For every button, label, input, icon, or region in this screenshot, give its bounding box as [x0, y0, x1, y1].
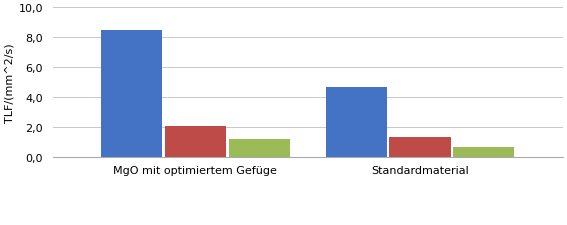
Bar	[229, 140, 290, 158]
Bar	[453, 148, 514, 158]
Bar	[390, 137, 451, 158]
Bar	[165, 126, 226, 158]
Bar	[101, 31, 162, 158]
Bar	[325, 87, 387, 158]
Y-axis label: TLF/(mm^2/s): TLF/(mm^2/s)	[4, 43, 14, 122]
